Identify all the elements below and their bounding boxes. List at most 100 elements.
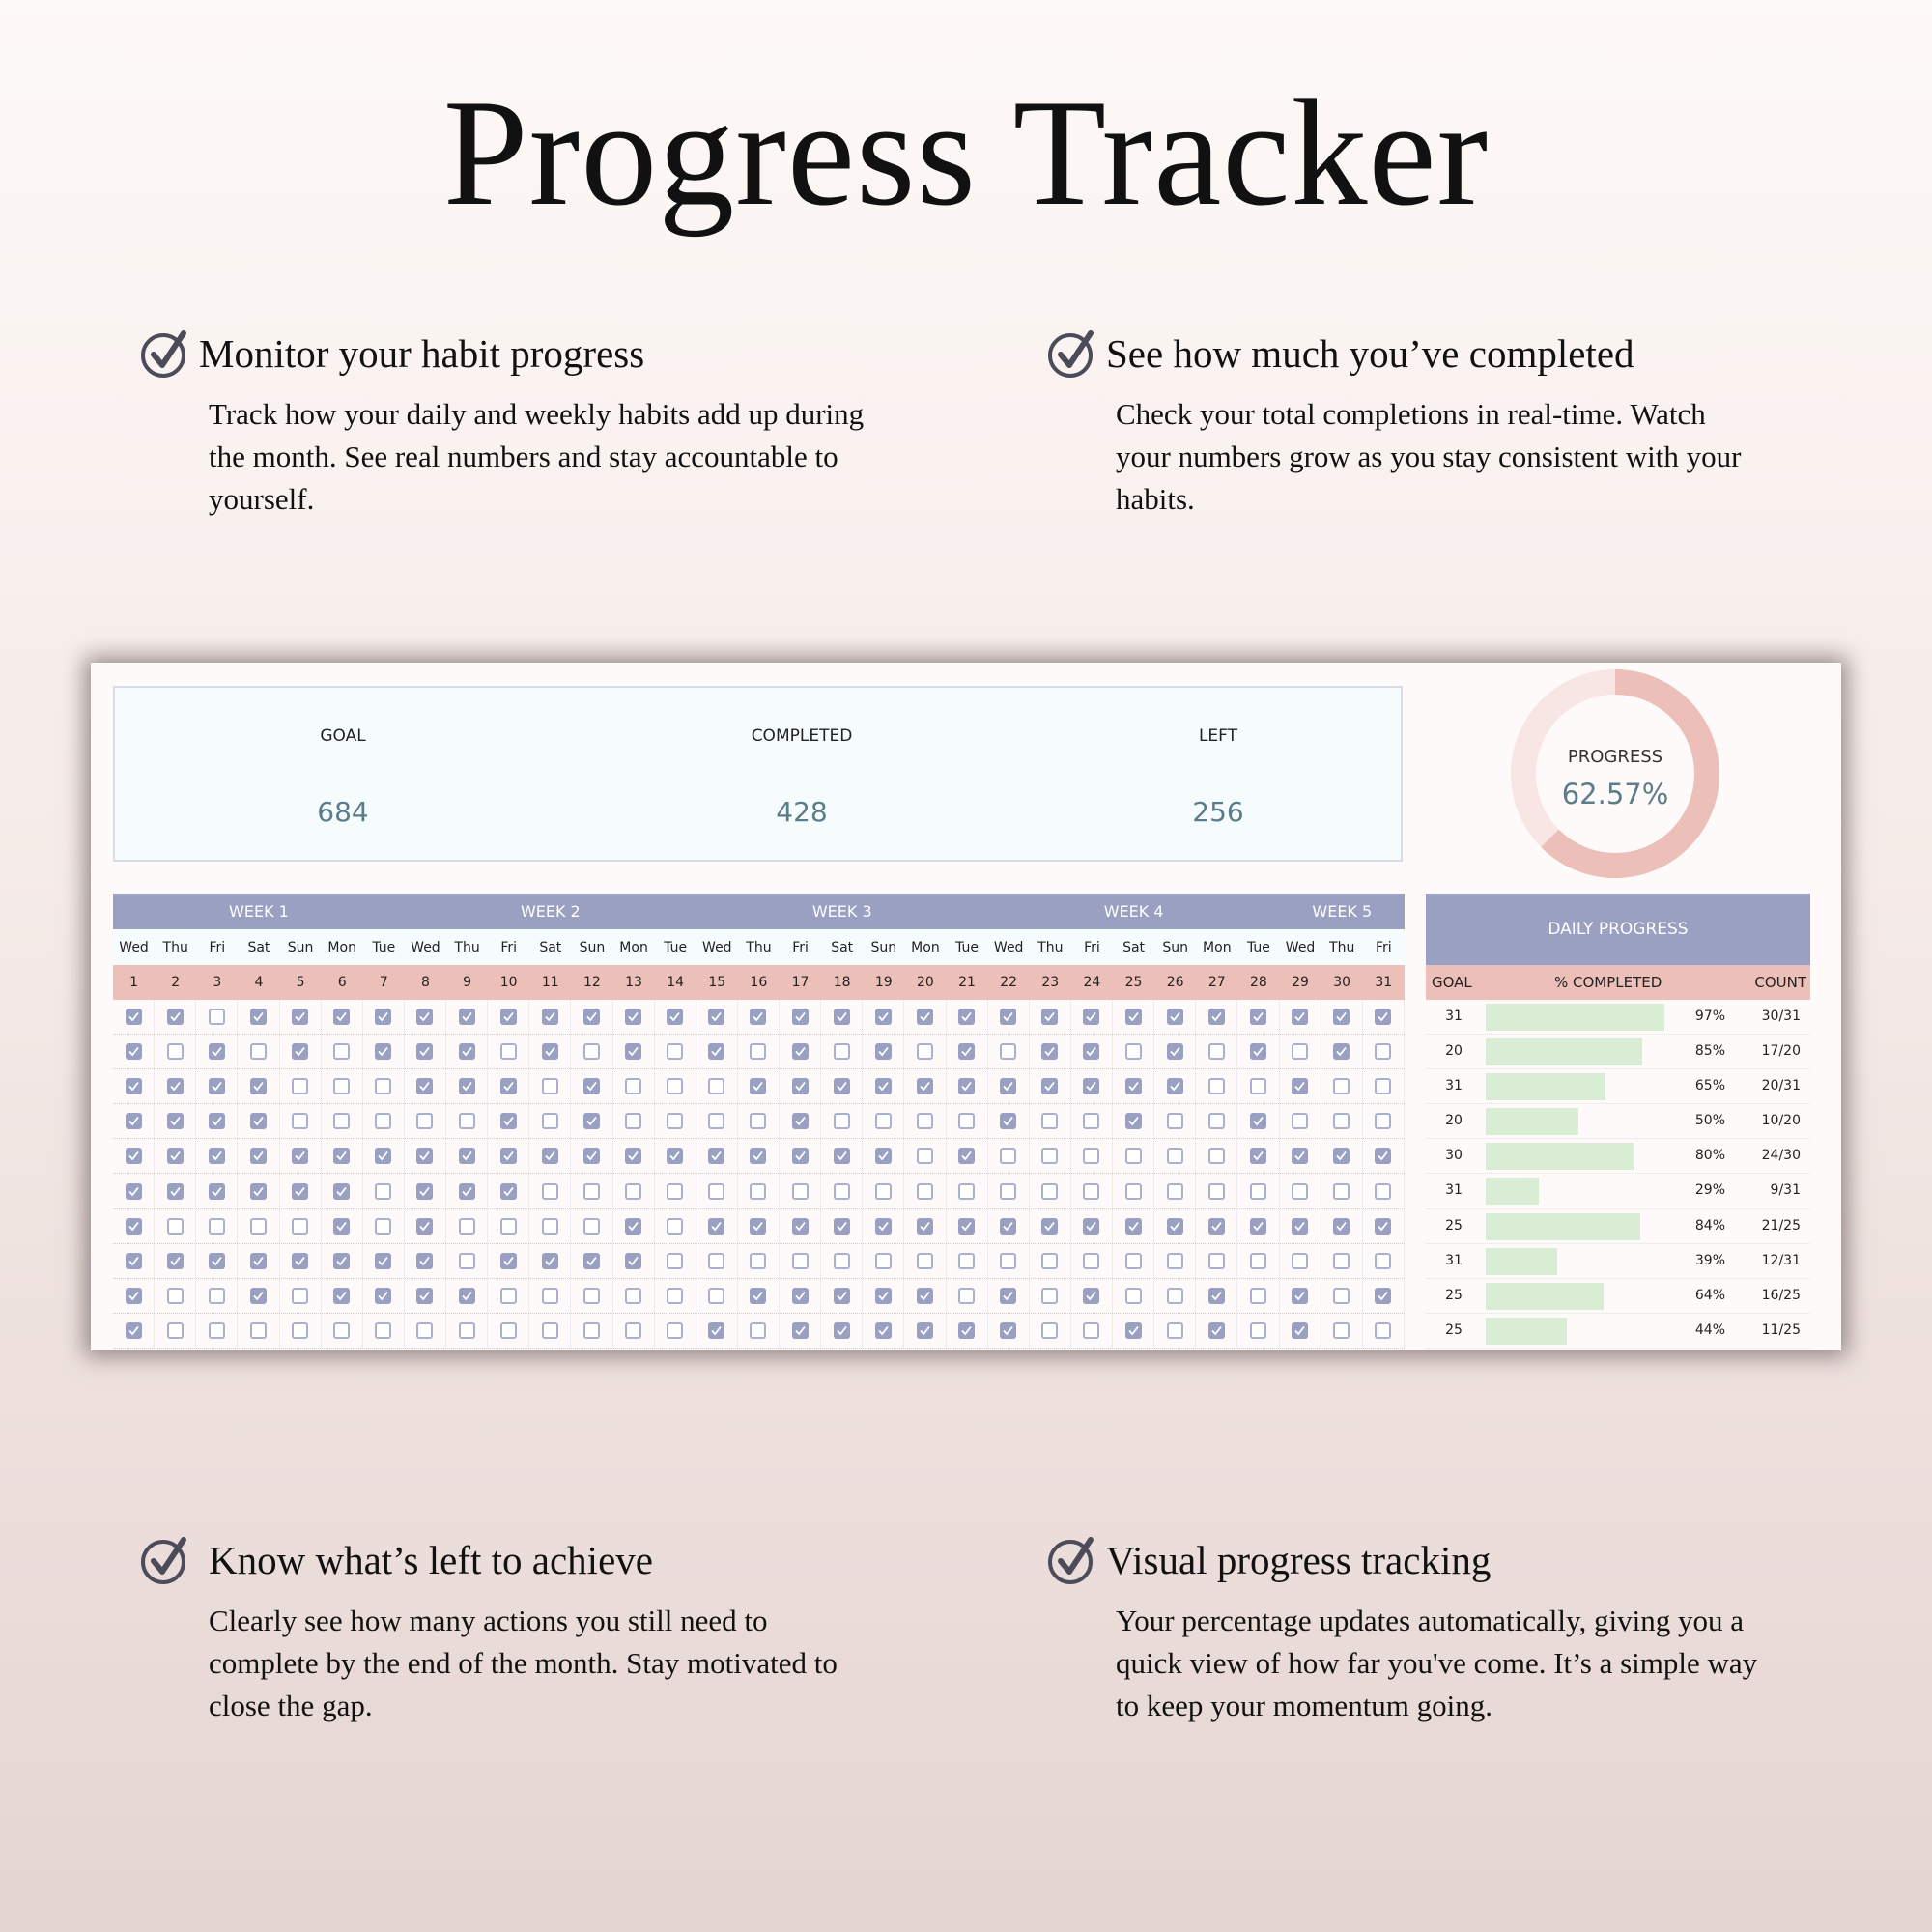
checkbox-checked[interactable] (499, 1182, 517, 1200)
checkbox-checked[interactable] (166, 1148, 184, 1165)
checkbox-unchecked[interactable] (1041, 1182, 1059, 1200)
checkbox-unchecked[interactable] (1333, 1113, 1350, 1130)
checkbox-unchecked[interactable] (708, 1252, 725, 1269)
checkbox-checked[interactable] (791, 1043, 809, 1061)
checkbox-checked[interactable] (499, 1148, 517, 1165)
checkbox-checked[interactable] (1249, 1009, 1266, 1026)
checkbox-checked[interactable] (416, 1252, 434, 1269)
checkbox-unchecked[interactable] (708, 1078, 725, 1095)
checkbox-unchecked[interactable] (292, 1321, 309, 1339)
checkbox-checked[interactable] (791, 1009, 809, 1026)
checkbox-checked[interactable] (1083, 1009, 1100, 1026)
checkbox-unchecked[interactable] (874, 1252, 892, 1269)
checkbox-unchecked[interactable] (1375, 1252, 1392, 1269)
checkbox-checked[interactable] (708, 1148, 725, 1165)
checkbox-checked[interactable] (166, 1113, 184, 1130)
checkbox-checked[interactable] (499, 1252, 517, 1269)
checkbox-checked[interactable] (1083, 1217, 1100, 1235)
checkbox-checked[interactable] (1166, 1078, 1183, 1095)
checkbox-checked[interactable] (874, 1043, 892, 1061)
checkbox-checked[interactable] (499, 1113, 517, 1130)
checkbox-checked[interactable] (1124, 1321, 1142, 1339)
checkbox-checked[interactable] (249, 1113, 267, 1130)
checkbox-checked[interactable] (166, 1078, 184, 1095)
checkbox-unchecked[interactable] (708, 1182, 725, 1200)
checkbox-unchecked[interactable] (292, 1113, 309, 1130)
checkbox-unchecked[interactable] (1375, 1078, 1392, 1095)
checkbox-checked[interactable] (750, 1078, 767, 1095)
checkbox-checked[interactable] (1124, 1217, 1142, 1235)
checkbox-unchecked[interactable] (249, 1043, 267, 1061)
checkbox-unchecked[interactable] (1124, 1043, 1142, 1061)
checkbox-unchecked[interactable] (166, 1217, 184, 1235)
checkbox-unchecked[interactable] (1249, 1321, 1266, 1339)
checkbox-unchecked[interactable] (625, 1113, 642, 1130)
checkbox-unchecked[interactable] (1292, 1182, 1309, 1200)
checkbox-checked[interactable] (416, 1009, 434, 1026)
checkbox-checked[interactable] (1208, 1287, 1225, 1304)
checkbox-checked[interactable] (874, 1148, 892, 1165)
checkbox-checked[interactable] (1166, 1217, 1183, 1235)
checkbox-checked[interactable] (416, 1287, 434, 1304)
checkbox-checked[interactable] (333, 1182, 351, 1200)
checkbox-unchecked[interactable] (375, 1321, 392, 1339)
checkbox-checked[interactable] (333, 1217, 351, 1235)
checkbox-checked[interactable] (1375, 1217, 1392, 1235)
checkbox-unchecked[interactable] (1166, 1182, 1183, 1200)
checkbox-unchecked[interactable] (1375, 1321, 1392, 1339)
checkbox-checked[interactable] (1375, 1009, 1392, 1026)
checkbox-checked[interactable] (1208, 1321, 1225, 1339)
checkbox-unchecked[interactable] (1375, 1182, 1392, 1200)
checkbox-checked[interactable] (791, 1148, 809, 1165)
checkbox-unchecked[interactable] (499, 1217, 517, 1235)
checkbox-checked[interactable] (1208, 1217, 1225, 1235)
checkbox-unchecked[interactable] (582, 1217, 600, 1235)
checkbox-checked[interactable] (791, 1321, 809, 1339)
checkbox-checked[interactable] (1083, 1078, 1100, 1095)
checkbox-checked[interactable] (166, 1252, 184, 1269)
checkbox-checked[interactable] (958, 1043, 976, 1061)
checkbox-unchecked[interactable] (1208, 1148, 1225, 1165)
checkbox-checked[interactable] (1333, 1148, 1350, 1165)
checkbox-checked[interactable] (791, 1217, 809, 1235)
checkbox-unchecked[interactable] (1375, 1113, 1392, 1130)
checkbox-unchecked[interactable] (916, 1043, 933, 1061)
checkbox-checked[interactable] (750, 1009, 767, 1026)
checkbox-checked[interactable] (1083, 1287, 1100, 1304)
checkbox-checked[interactable] (416, 1217, 434, 1235)
checkbox-checked[interactable] (375, 1287, 392, 1304)
checkbox-unchecked[interactable] (292, 1078, 309, 1095)
checkbox-checked[interactable] (1333, 1043, 1350, 1061)
checkbox-unchecked[interactable] (166, 1043, 184, 1061)
checkbox-unchecked[interactable] (750, 1321, 767, 1339)
checkbox-checked[interactable] (1292, 1321, 1309, 1339)
checkbox-checked[interactable] (791, 1287, 809, 1304)
checkbox-unchecked[interactable] (1249, 1078, 1266, 1095)
checkbox-unchecked[interactable] (833, 1113, 850, 1130)
checkbox-checked[interactable] (833, 1287, 850, 1304)
checkbox-unchecked[interactable] (625, 1078, 642, 1095)
checkbox-unchecked[interactable] (1041, 1287, 1059, 1304)
checkbox-checked[interactable] (874, 1078, 892, 1095)
checkbox-checked[interactable] (958, 1009, 976, 1026)
checkbox-checked[interactable] (1249, 1113, 1266, 1130)
checkbox-checked[interactable] (292, 1148, 309, 1165)
checkbox-checked[interactable] (541, 1252, 558, 1269)
checkbox-unchecked[interactable] (582, 1182, 600, 1200)
checkbox-unchecked[interactable] (166, 1287, 184, 1304)
checkbox-checked[interactable] (1000, 1078, 1017, 1095)
checkbox-unchecked[interactable] (1124, 1287, 1142, 1304)
checkbox-unchecked[interactable] (1249, 1287, 1266, 1304)
checkbox-checked[interactable] (1166, 1009, 1183, 1026)
checkbox-unchecked[interactable] (1333, 1287, 1350, 1304)
checkbox-unchecked[interactable] (541, 1287, 558, 1304)
checkbox-checked[interactable] (125, 1287, 142, 1304)
checkbox-checked[interactable] (833, 1321, 850, 1339)
checkbox-checked[interactable] (125, 1078, 142, 1095)
checkbox-checked[interactable] (208, 1182, 225, 1200)
checkbox-unchecked[interactable] (249, 1217, 267, 1235)
checkbox-checked[interactable] (1292, 1078, 1309, 1095)
checkbox-checked[interactable] (791, 1113, 809, 1130)
checkbox-checked[interactable] (458, 1078, 475, 1095)
checkbox-unchecked[interactable] (1083, 1113, 1100, 1130)
